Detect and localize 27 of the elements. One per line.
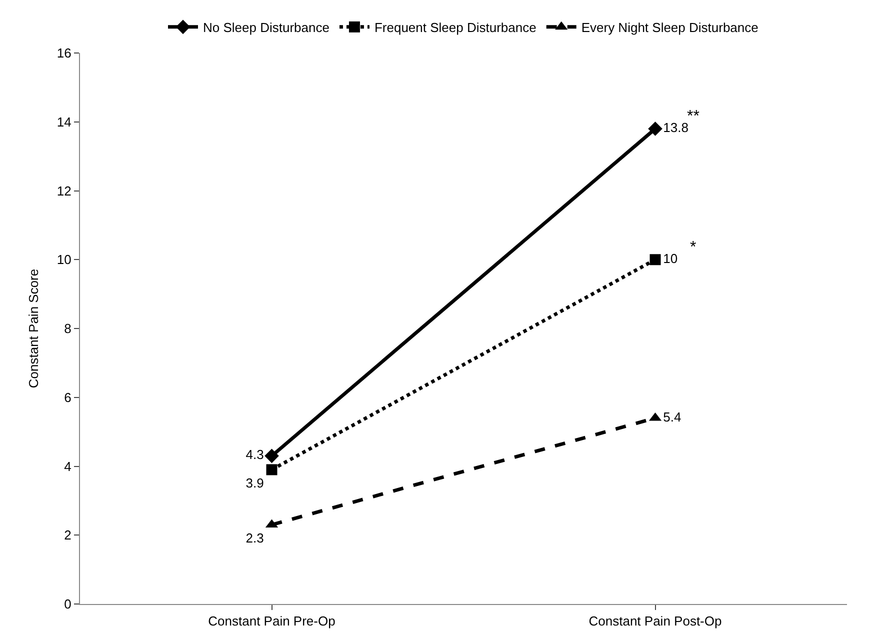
data-label: 3.9 <box>246 475 264 490</box>
annotation: ** <box>687 108 700 125</box>
point <box>266 464 278 476</box>
y-tick-label: 8 <box>64 321 72 336</box>
point <box>650 254 661 266</box>
annotation: * <box>690 239 696 256</box>
x-tick-label: Constant Pain Post-Op <box>588 614 722 629</box>
y-tick-label: 2 <box>64 528 72 543</box>
y-axis-title: Constant Pain Score <box>26 268 41 388</box>
y-tick-label: 16 <box>56 46 72 61</box>
y-tick-label: 4 <box>64 458 72 474</box>
point <box>264 448 279 464</box>
y-tick-label: 12 <box>56 183 72 198</box>
data-label: 5.4 <box>663 409 682 424</box>
x-tick-label: Constant Pain Pre-Op <box>208 614 336 629</box>
y-tick-label: 14 <box>56 114 72 130</box>
data-label: 13.8 <box>663 120 688 136</box>
y-tick-label: 10 <box>56 252 72 268</box>
y-tick-label: 0 <box>64 596 72 612</box>
data-label: 2.3 <box>246 530 264 546</box>
data-label: 4.3 <box>246 447 264 462</box>
legend-label: Frequent Sleep Disturbance <box>374 20 536 35</box>
legend-label: No Sleep Disturbance <box>203 20 330 35</box>
y-tick-label: 6 <box>64 390 72 405</box>
legend-label: Every Night Sleep Disturbance <box>581 20 758 35</box>
data-label: 10 <box>663 250 678 266</box>
point <box>648 122 662 136</box>
